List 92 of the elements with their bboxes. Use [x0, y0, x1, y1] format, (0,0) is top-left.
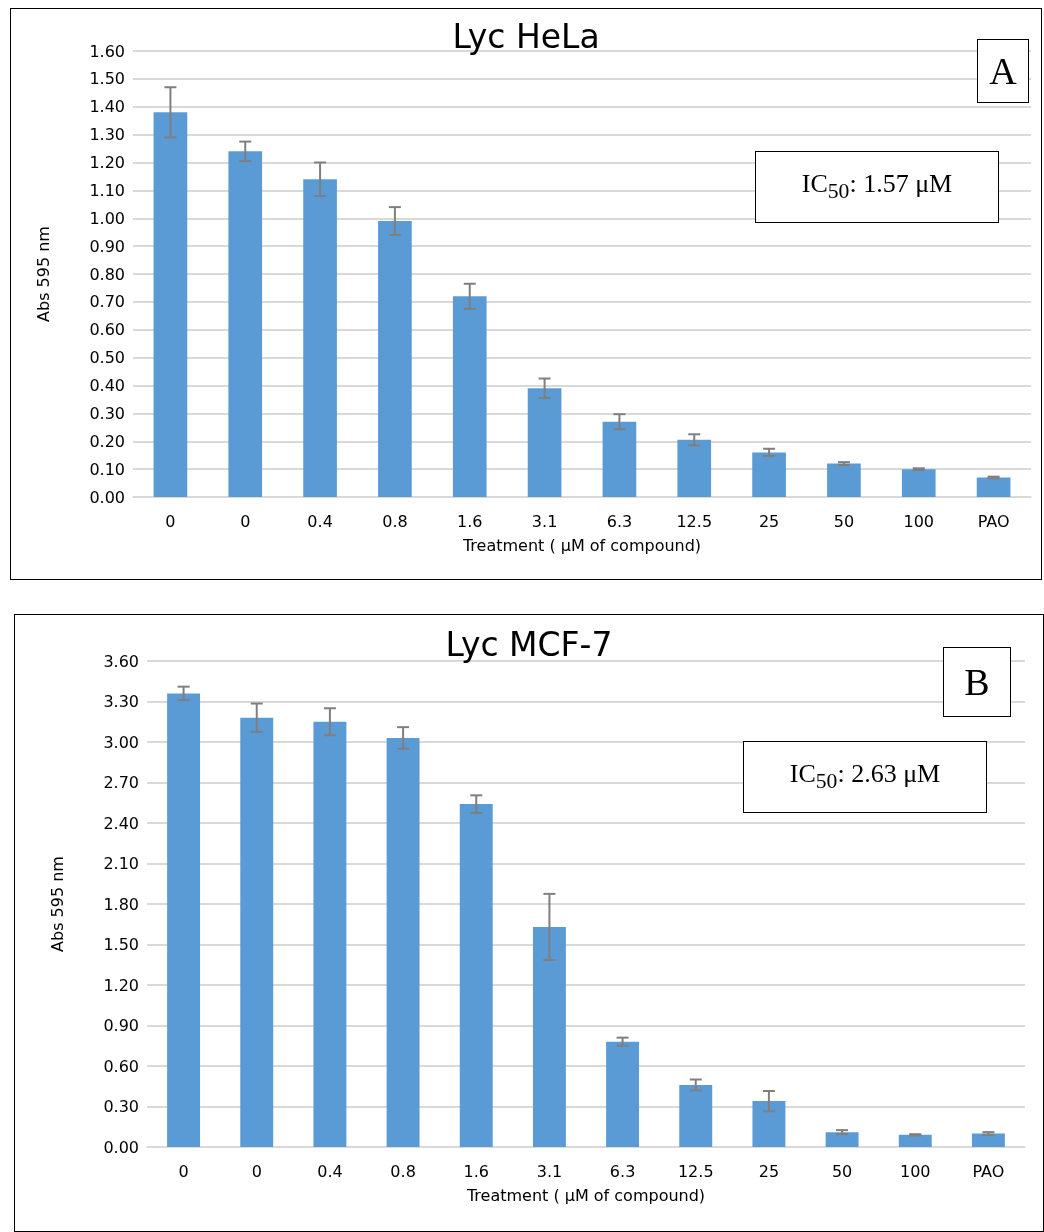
x-tick-label: 50 [831, 1161, 853, 1181]
bar [606, 1041, 640, 1147]
y-tick-label: 2.70 [103, 773, 139, 792]
y-tick-label: 0.90 [89, 236, 125, 256]
x-tick-label: 0 [240, 511, 251, 531]
y-tick-label: 2.40 [103, 813, 139, 833]
y-tick-label: 1.10 [89, 180, 125, 200]
bar [153, 112, 188, 497]
y-tick-label: 0.60 [89, 320, 125, 340]
x-tick-label: PAO [972, 1161, 1005, 1181]
annotation: IC$_{50}$: 1.57 μM [801, 169, 953, 205]
y-axis-title: Abs 595 nm [33, 226, 53, 322]
x-tick-label: 0 [165, 511, 176, 531]
bar [452, 296, 487, 497]
bar [240, 717, 274, 1147]
bar [901, 469, 936, 497]
y-axis-title: Abs 595 nm [47, 856, 67, 952]
bar [976, 477, 1011, 497]
bar [167, 693, 201, 1147]
chart-title: Lyc MCF-7 [445, 625, 613, 664]
x-tick-label: 12.5 [677, 1161, 714, 1181]
bar [303, 179, 337, 497]
y-tick-label: 0.30 [103, 1097, 139, 1116]
y-tick-label: 0.80 [89, 264, 125, 284]
y-tick-label: 0.90 [103, 1016, 139, 1035]
x-tick-label: 0.4 [317, 1161, 343, 1181]
y-tick-label: 1.30 [89, 125, 125, 145]
x-tick-label: 0.8 [390, 1161, 416, 1181]
y-tick-label: 1.50 [103, 935, 139, 954]
bar [825, 1132, 859, 1147]
x-tick-label: 100 [903, 511, 935, 531]
y-tick-label: 0.10 [89, 459, 125, 479]
y-tick-label: 1.20 [89, 153, 125, 172]
text-box: IC$_{50}$: 2.63 μM [743, 741, 987, 813]
y-tick-label: 0.60 [103, 1056, 139, 1076]
x-axis-title: Treatment ( μM of compound) [465, 1185, 706, 1205]
x-tick-label: PAO [977, 511, 1010, 531]
x-tick-label: 0.8 [382, 511, 408, 531]
y-tick-label: 1.40 [89, 97, 125, 117]
y-tick-label: 0.30 [89, 403, 125, 423]
annotation: A [989, 49, 1017, 93]
bar [898, 1134, 932, 1147]
y-tick-label: 1.50 [89, 69, 125, 89]
y-tick-label: 0.40 [89, 376, 125, 395]
x-tick-label: 3.1 [531, 511, 558, 531]
y-tick-label: 1.80 [103, 894, 139, 914]
bar [827, 463, 861, 497]
text-box: IC$_{50}$: 1.57 μM [755, 151, 999, 223]
x-tick-label: 25 [758, 1161, 780, 1181]
x-tick-label: 25 [758, 511, 780, 531]
y-tick-label: 0.00 [103, 1137, 139, 1157]
bar [677, 439, 712, 497]
bar [971, 1133, 1005, 1147]
annotation: IC$_{50}$: 2.63 μM [789, 759, 941, 795]
bar [459, 804, 493, 1147]
bar [313, 721, 347, 1147]
x-tick-label: 0.4 [307, 511, 333, 531]
y-tick-label: 0.00 [89, 487, 125, 507]
bar [752, 452, 786, 497]
annotation: B [964, 660, 990, 704]
x-tick-label: 50 [833, 511, 855, 531]
y-tick-label: 3.00 [103, 732, 139, 752]
y-tick-label: 1.60 [89, 41, 125, 61]
x-tick-label: 6.3 [609, 1161, 636, 1181]
x-tick-label: 0 [178, 1161, 189, 1181]
y-tick-label: 1.00 [89, 208, 125, 228]
text-box: A [977, 39, 1029, 103]
y-tick-label: 1.20 [103, 975, 139, 995]
bar [378, 221, 412, 497]
x-tick-label: 3.1 [536, 1161, 563, 1181]
bar [602, 421, 637, 497]
x-tick-label: 1.6 [463, 1161, 489, 1181]
y-tick-label: 0.50 [89, 348, 125, 368]
y-tick-label: 3.60 [103, 651, 139, 671]
chart-title: Lyc HeLa [452, 17, 600, 56]
bar [532, 926, 566, 1147]
bar [228, 151, 263, 497]
x-tick-label: 12.5 [676, 511, 713, 531]
x-tick-label: 1.6 [457, 511, 483, 531]
y-tick-label: 2.10 [103, 854, 139, 873]
y-tick-label: 0.20 [89, 431, 125, 451]
y-tick-label: 0.70 [89, 292, 125, 312]
x-tick-label: 6.3 [606, 511, 633, 531]
bar [679, 1084, 713, 1147]
text-box: B [943, 647, 1011, 717]
bar [752, 1101, 786, 1147]
x-axis-title: Treatment ( μM of compound) [461, 535, 702, 555]
x-tick-label: 0 [251, 1161, 262, 1181]
bar [527, 388, 562, 497]
bar [386, 737, 420, 1147]
y-tick-label: 3.30 [103, 692, 139, 711]
x-tick-label: 100 [899, 1161, 931, 1181]
